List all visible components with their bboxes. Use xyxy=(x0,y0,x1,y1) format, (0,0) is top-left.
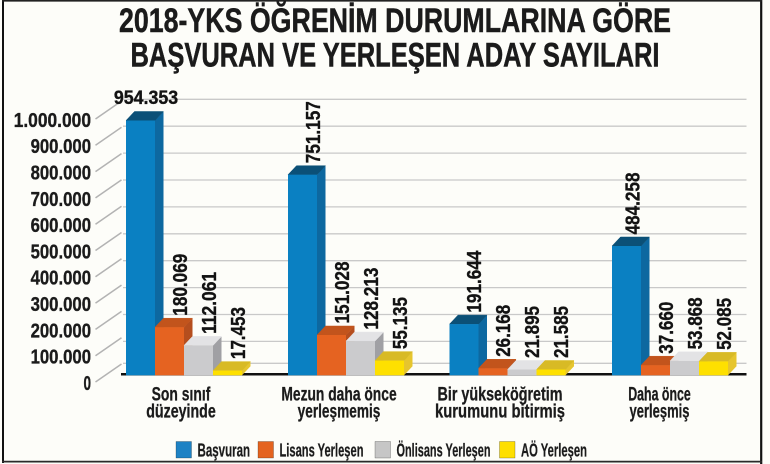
svg-text:Bir yükseköğretim: Bir yükseköğretim xyxy=(438,385,563,406)
svg-text:100.000: 100.000 xyxy=(31,347,91,369)
svg-text:400.000: 400.000 xyxy=(31,268,91,290)
svg-text:düzeyinde: düzeyinde xyxy=(146,402,216,423)
svg-text:17.453: 17.453 xyxy=(228,307,250,359)
svg-text:484.258: 484.258 xyxy=(623,173,645,235)
svg-text:191.644: 191.644 xyxy=(464,250,486,313)
svg-text:Daha önce: Daha önce xyxy=(628,385,691,406)
svg-text:500.000: 500.000 xyxy=(31,241,91,263)
svg-text:21.585: 21.585 xyxy=(551,306,573,358)
svg-text:800.000: 800.000 xyxy=(31,163,91,185)
svg-text:1.000.000: 1.000.000 xyxy=(14,110,91,132)
svg-text:700.000: 700.000 xyxy=(31,189,91,211)
svg-text:53.868: 53.868 xyxy=(685,297,707,349)
svg-text:300.000: 300.000 xyxy=(31,294,91,316)
svg-text:Son sınıf: Son sınıf xyxy=(152,385,211,406)
svg-text:151.028: 151.028 xyxy=(332,262,354,324)
svg-text:55.135: 55.135 xyxy=(390,297,412,349)
svg-text:Önlisans Yerleşen: Önlisans Yerleşen xyxy=(397,441,491,461)
svg-text:yerleşmemiş: yerleşmemiş xyxy=(298,402,381,423)
svg-text:BAŞVURAN VE YERLEŞEN ADAY SAYI: BAŞVURAN VE YERLEŞEN ADAY SAYILARI xyxy=(131,36,660,74)
svg-text:Başvuran: Başvuran xyxy=(198,441,251,461)
svg-text:751.157: 751.157 xyxy=(303,101,325,163)
svg-text:600.000: 600.000 xyxy=(31,215,91,237)
svg-text:52.085: 52.085 xyxy=(714,298,736,350)
svg-text:900.000: 900.000 xyxy=(31,136,91,158)
svg-text:0: 0 xyxy=(84,373,92,395)
svg-text:kurumunu bitirmiş: kurumunu bitirmiş xyxy=(435,402,565,423)
svg-text:180.069: 180.069 xyxy=(170,254,192,316)
svg-text:128.213: 128.213 xyxy=(361,268,383,330)
svg-text:yerleşmiş: yerleşmiş xyxy=(630,402,690,423)
svg-text:Mezun daha önce: Mezun daha önce xyxy=(281,385,396,406)
svg-text:21.895: 21.895 xyxy=(522,306,544,358)
svg-text:2018-YKS ÖĞRENİM DURUMLARINA G: 2018-YKS ÖĞRENİM DURUMLARINA GÖRE xyxy=(119,2,671,40)
svg-text:AÖ Yerleşen: AÖ Yerleşen xyxy=(521,441,587,461)
svg-text:37.660: 37.660 xyxy=(656,302,678,354)
svg-text:200.000: 200.000 xyxy=(31,320,91,342)
svg-text:Lisans Yerleşen: Lisans Yerleşen xyxy=(280,441,364,461)
svg-text:112.061: 112.061 xyxy=(199,272,221,334)
svg-text:26.168: 26.168 xyxy=(493,305,515,357)
svg-text:954.353: 954.353 xyxy=(114,88,178,109)
